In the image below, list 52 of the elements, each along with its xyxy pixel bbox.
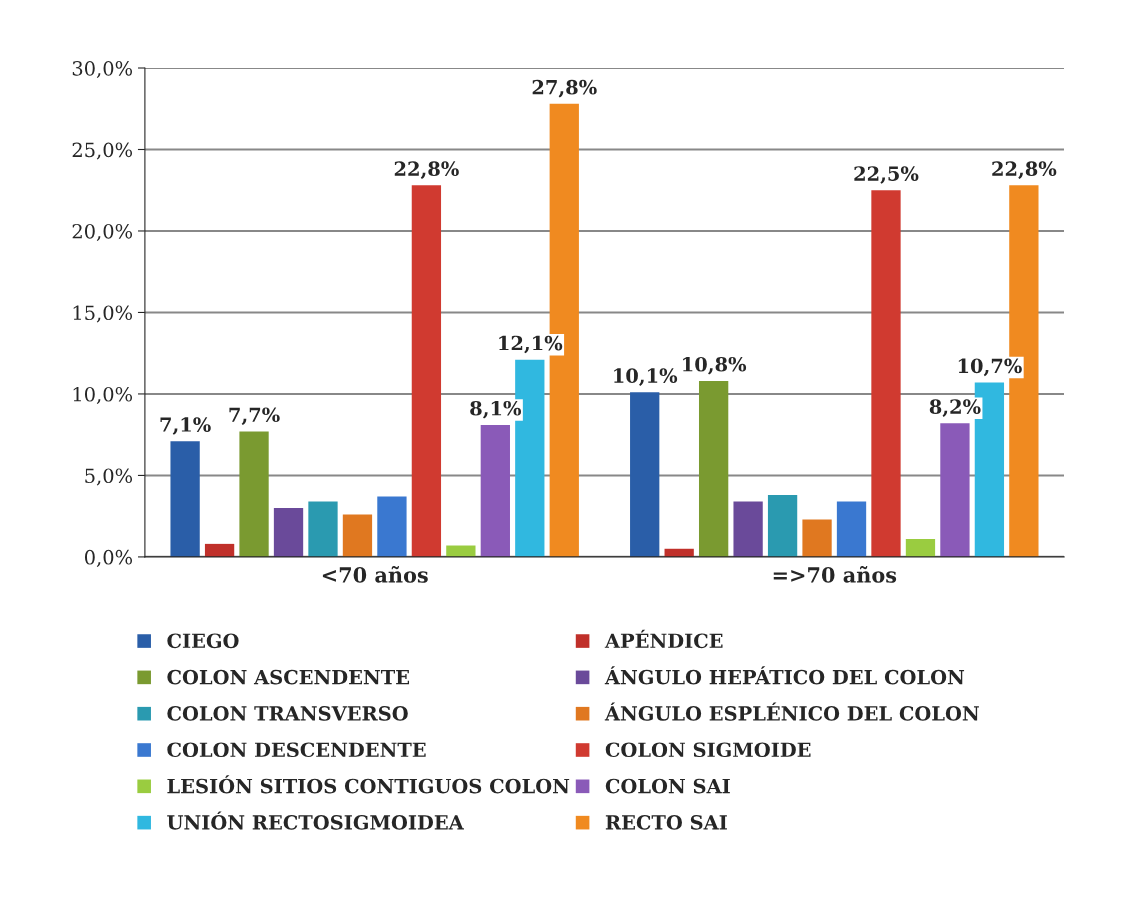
x-tick-label: <70 años [322, 565, 428, 583]
legend-label: LESIÓN SITIOS CONTIGUOS COLON [167, 775, 570, 794]
legend-label: COLON SIGMOIDE [605, 742, 811, 758]
data-label: 8,2% [929, 399, 981, 417]
data-label: 27,8% [532, 79, 597, 98]
bar [377, 496, 407, 557]
bar [836, 501, 867, 557]
legend-label: ÁNGULO ESPLÉNICO DEL COLON [604, 702, 979, 721]
data-label: 10,7% [958, 358, 1022, 377]
bar [940, 423, 970, 557]
bar [446, 545, 476, 557]
bar [308, 501, 338, 557]
y-tick-label: 20,0% [72, 223, 133, 242]
bar [802, 519, 832, 557]
y-tick-label: 5,0% [85, 468, 133, 486]
data-label: 10,1% [614, 368, 678, 386]
y-tick-label: 25,0% [72, 142, 133, 160]
legend-label: RECTO SAI [605, 815, 727, 830]
data-label: 22,5% [854, 166, 919, 184]
x-tick-label: =>70 años [773, 565, 897, 583]
y-tick-label: 15,0% [73, 305, 133, 323]
bar [342, 514, 373, 557]
y-tick-label: 10,0% [73, 386, 133, 404]
y-tick-label: 30,0% [72, 60, 133, 79]
legend-label: UNIÓN RECTOSIGMOIDEA [167, 811, 464, 830]
bar [698, 380, 729, 557]
data-label: 22,8% [394, 161, 459, 179]
bar [905, 538, 936, 557]
bar [273, 508, 304, 557]
bar [411, 185, 442, 557]
data-label: 10,8% [683, 356, 747, 375]
bar [480, 424, 510, 557]
data-label: 12,1% [499, 335, 563, 354]
legend-label: COLON ASCENDENTE [167, 669, 410, 685]
bar [733, 501, 763, 557]
legend-label: ÁNGULO HEPÁTICO DEL COLON [604, 666, 965, 685]
data-label: 22,8% [992, 161, 1057, 179]
data-label: 7,7% [229, 407, 280, 426]
bar [871, 190, 901, 557]
legend-label: APÉNDICE [604, 629, 723, 649]
y-tick-label: 0,0% [84, 549, 133, 567]
bar [204, 543, 235, 557]
bar [239, 431, 269, 557]
legend-label: COLON DESCENDENTE [167, 742, 426, 758]
bar [630, 392, 660, 557]
legend-label: CIEGO [167, 633, 239, 649]
bar [767, 494, 798, 557]
legend-label: COLON TRANSVERSO [167, 706, 408, 721]
bar [170, 441, 200, 557]
data-label: 8,1% [470, 400, 522, 419]
legend-label: COLON SAI [605, 778, 730, 794]
data-label: 7,1% [160, 417, 211, 435]
